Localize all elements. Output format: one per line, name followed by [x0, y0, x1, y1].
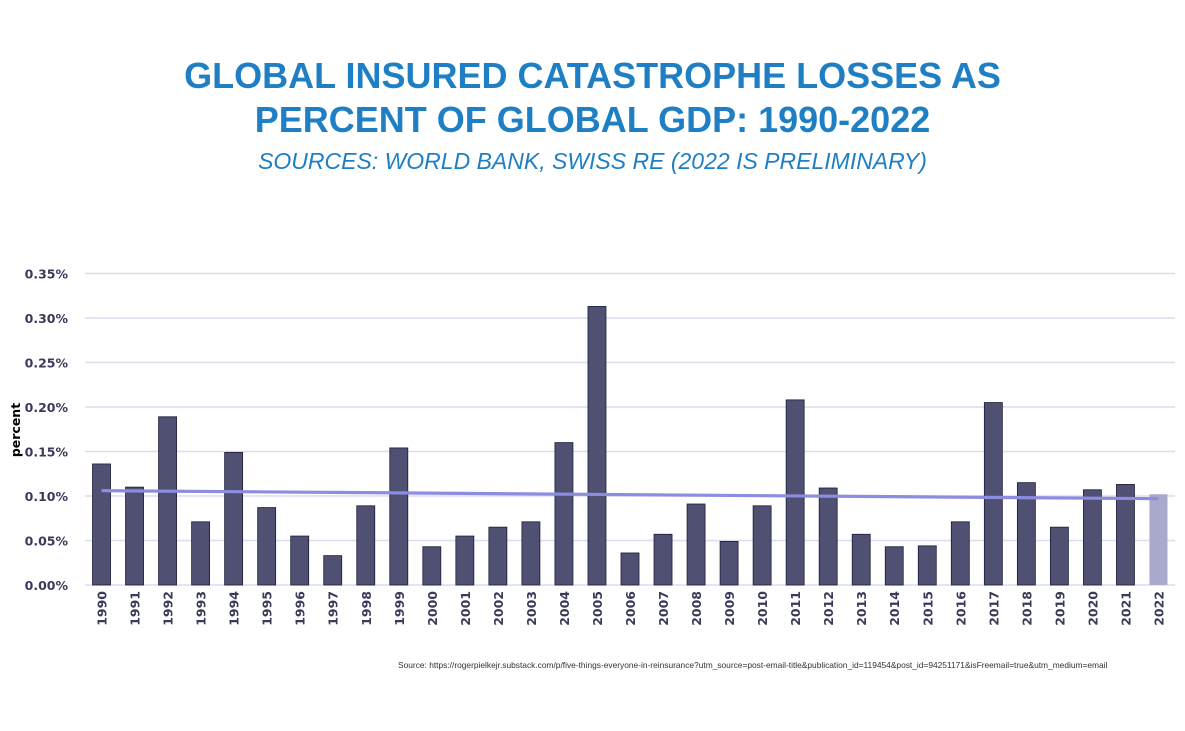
bar-1993 — [191, 521, 211, 586]
x-tick-label: 1990 — [95, 591, 110, 626]
x-tick-label: 2001 — [458, 591, 473, 626]
bar-2003 — [521, 521, 541, 586]
x-tick-label: 2022 — [1151, 591, 1166, 626]
chart-title-line-2: PERCENT OF GLOBAL GDP: 1990-2022 — [254, 99, 931, 140]
bar-2022 — [1149, 494, 1168, 585]
bar-2014 — [884, 546, 904, 586]
x-tick-label: 2013 — [854, 591, 869, 626]
x-tick-label: 2012 — [821, 591, 836, 626]
x-tick-label: 2019 — [1052, 591, 1067, 626]
bar-2018 — [1016, 482, 1036, 586]
x-tick-label: 2018 — [1019, 591, 1034, 626]
bar-2008 — [686, 503, 706, 586]
bar-2007 — [653, 533, 673, 586]
x-tick-label: 2011 — [788, 591, 803, 626]
bar-1991 — [125, 486, 144, 586]
x-tick-label: 2007 — [656, 591, 671, 626]
bar-2021 — [1116, 484, 1135, 586]
bar-1995 — [257, 507, 277, 586]
x-tick-label: 2010 — [755, 591, 770, 626]
bar-2002 — [488, 526, 508, 586]
y-tick-label: 0.30% — [25, 311, 69, 326]
x-tick-label: 2000 — [425, 591, 440, 626]
x-tick-label: 2017 — [986, 591, 1001, 626]
y-tick-label: 0.00% — [25, 578, 69, 593]
chart-title: GLOBAL INSURED CATASTROPHE LOSSES AS PER… — [0, 54, 1185, 142]
bar-2001 — [455, 535, 475, 586]
x-tick-label: 1991 — [128, 591, 143, 626]
bar-1992 — [158, 416, 177, 586]
bar-2000 — [422, 546, 442, 586]
bar-2017 — [983, 402, 1003, 586]
bar-2020 — [1083, 489, 1102, 586]
bar-1997 — [323, 555, 343, 586]
y-axis-label: percent — [8, 403, 23, 457]
bars — [92, 306, 1168, 586]
bar-1998 — [356, 505, 376, 586]
x-tick-label: 2004 — [557, 591, 572, 626]
x-tick-label: 1996 — [293, 591, 308, 626]
x-tick-label: 2020 — [1085, 591, 1100, 626]
bar-2012 — [818, 487, 838, 586]
y-tick-label: 0.05% — [25, 534, 69, 549]
x-tick-label: 1994 — [227, 591, 242, 626]
x-tick-label: 2005 — [590, 591, 605, 626]
bar-1996 — [290, 535, 310, 586]
bar-2004 — [554, 442, 574, 586]
bar-2006 — [620, 552, 640, 586]
y-tick-label: 0.15% — [25, 445, 69, 460]
x-tick-label: 2014 — [887, 591, 902, 626]
x-tick-label: 1992 — [161, 591, 176, 626]
x-tick-label: 2009 — [722, 591, 737, 626]
x-tick-label: 2016 — [953, 591, 968, 626]
x-tick-label: 2021 — [1118, 591, 1133, 626]
x-tick-label: 2002 — [491, 591, 506, 626]
bar-1999 — [389, 447, 409, 586]
trendline-group — [101, 489, 1159, 501]
gridlines — [85, 272, 1175, 586]
x-tick-label: 2003 — [524, 591, 539, 626]
x-tick-label: 2006 — [623, 591, 638, 626]
y-axis-ticks: 0.00% 0.05% 0.10% 0.15% 0.20% 0.25% 0.30% 0.35% — [25, 267, 69, 594]
bar-1990 — [92, 463, 111, 586]
y-tick-label: 0.10% — [25, 489, 69, 504]
bar-1994 — [224, 451, 244, 586]
y-tick-label: 0.35% — [25, 267, 69, 282]
source-note: Source: https://rogerpielkejr.substack.c… — [398, 660, 1108, 670]
x-axis-ticks: 1990 1991 1992 1993 1994 1995 1996 1997 1998 1999… — [95, 591, 1167, 626]
bar-2013 — [851, 533, 871, 586]
bar-2005 — [587, 306, 607, 586]
bar-2010 — [752, 505, 772, 586]
x-tick-label: 2015 — [920, 591, 935, 626]
x-tick-label: 1997 — [326, 591, 341, 626]
x-tick-label: 1993 — [194, 591, 209, 626]
bar-2015 — [917, 545, 937, 586]
bar-2011 — [785, 399, 805, 586]
bar-2019 — [1049, 526, 1069, 586]
y-tick-label: 0.20% — [25, 400, 69, 415]
y-tick-label: 0.25% — [25, 356, 69, 371]
x-tick-label: 1998 — [359, 591, 374, 626]
x-tick-label: 2008 — [689, 591, 704, 626]
bar-2016 — [950, 521, 970, 586]
chart-subtitle: SOURCES: WORLD BANK, SWISS RE (2022 IS P… — [258, 148, 927, 174]
chart-title-line-1: GLOBAL INSURED CATASTROPHE LOSSES AS — [184, 55, 1001, 96]
x-tick-label: 1999 — [392, 591, 407, 626]
x-tick-label: 1995 — [260, 591, 275, 626]
trendline — [101, 489, 1159, 501]
bar-2009 — [719, 540, 739, 586]
